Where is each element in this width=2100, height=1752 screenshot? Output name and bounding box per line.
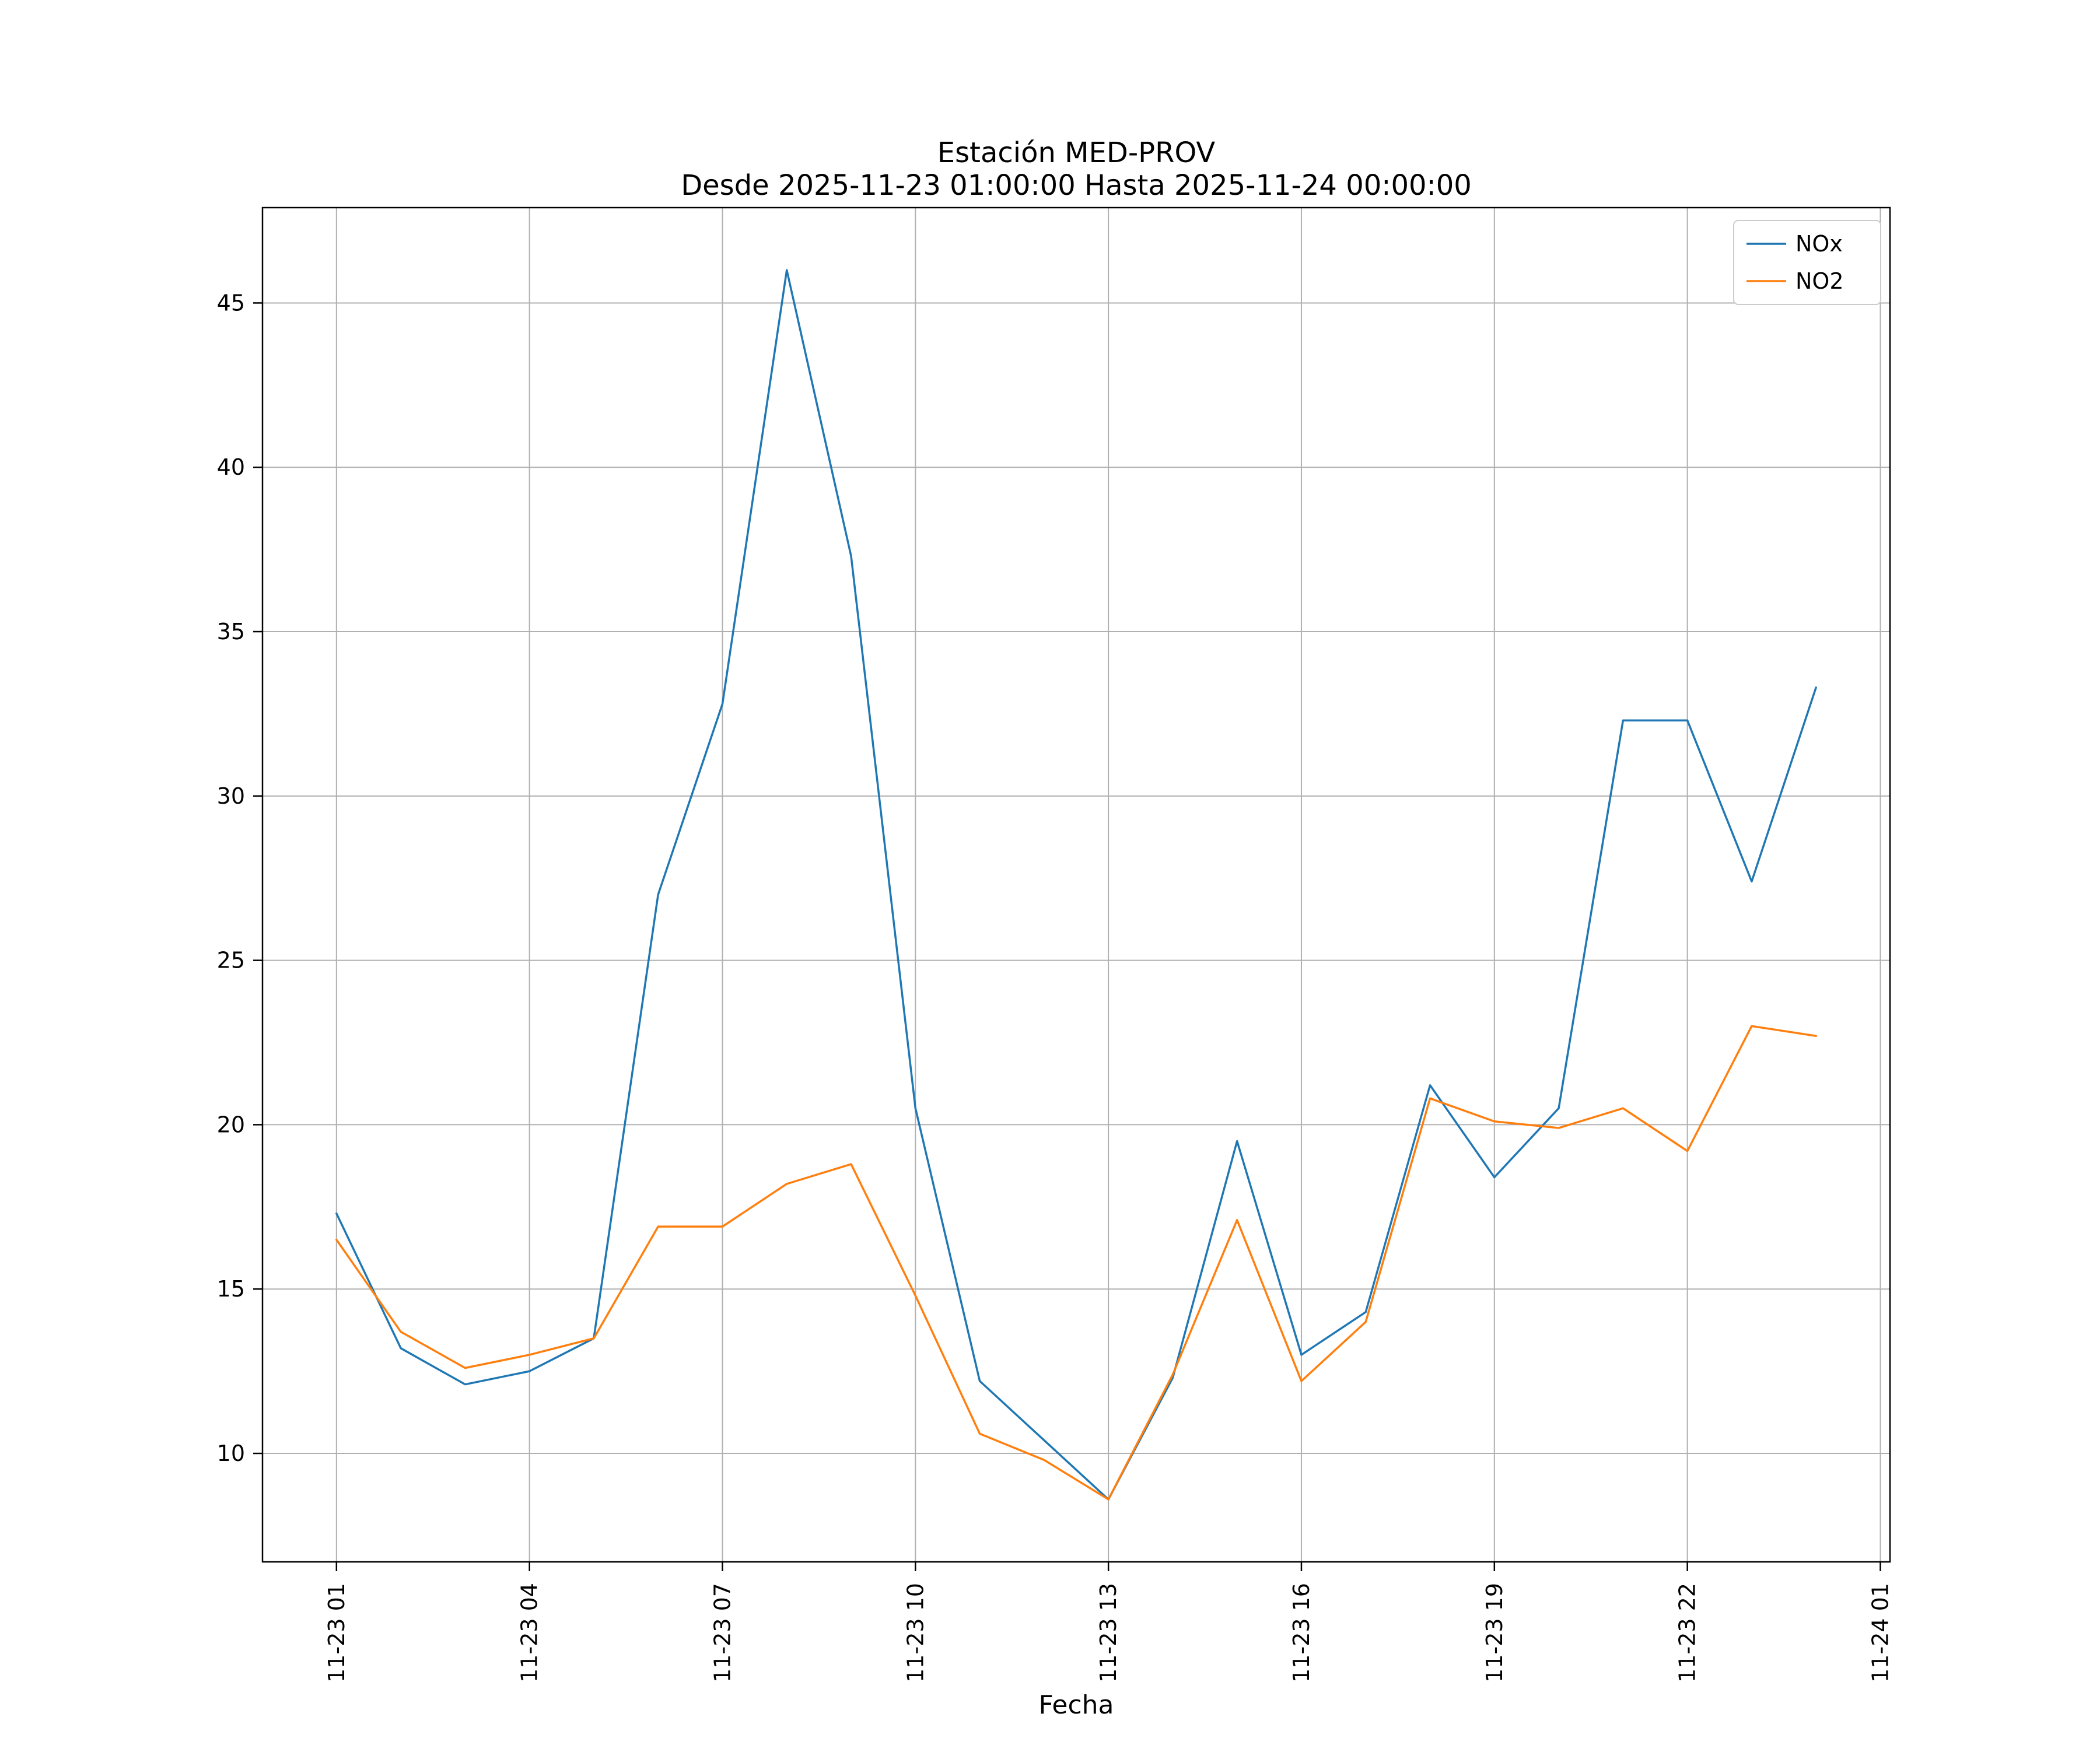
y-tick-label: 15 <box>217 1276 245 1302</box>
series-layer <box>335 269 1817 1501</box>
x-axis-label: Fecha <box>1038 1690 1114 1720</box>
legend-label: NO2 <box>1796 268 1844 294</box>
chart-title: Estación MED-PROV <box>937 136 1216 169</box>
axes-frame <box>261 206 1891 1563</box>
legend-box <box>1733 220 1881 305</box>
axis-layer: 11-23 01 11-23 04 11-23 07 11-23 10 11-23 13… <box>217 206 1893 1683</box>
x-tick-label: 11-23 01 <box>324 1583 349 1683</box>
series-line-NO2 <box>335 1025 1817 1501</box>
x-tick-label: 11-23 19 <box>1482 1583 1507 1683</box>
x-tick-label: 11-23 04 <box>517 1583 542 1683</box>
x-tick-label: 11-23 13 <box>1096 1583 1121 1683</box>
y-tick-label: 10 <box>217 1441 245 1466</box>
y-tick-label: 45 <box>217 290 245 316</box>
y-tick-label: 25 <box>217 948 245 973</box>
y-tick-label: 20 <box>217 1112 245 1137</box>
x-tick-label: 11-23 22 <box>1675 1583 1700 1683</box>
grid-layer <box>262 208 1890 1562</box>
x-tick-label: 11-23 07 <box>709 1583 735 1683</box>
chart-subtitle: Desde 2025-11-23 01:00:00 Hasta 2025-11-… <box>681 169 1472 202</box>
legend: NOx NO2 <box>1733 220 1881 305</box>
y-tick-label: 40 <box>217 454 245 480</box>
legend-label: NOx <box>1796 231 1843 257</box>
x-tick-label: 11-23 10 <box>902 1583 928 1683</box>
x-tick-label: 11-24 01 <box>1867 1583 1893 1683</box>
series-line-NOx <box>335 269 1817 1501</box>
x-tick-label: 11-23 16 <box>1289 1583 1314 1683</box>
y-tick-label: 30 <box>217 783 245 809</box>
y-tick-label: 35 <box>217 619 245 644</box>
